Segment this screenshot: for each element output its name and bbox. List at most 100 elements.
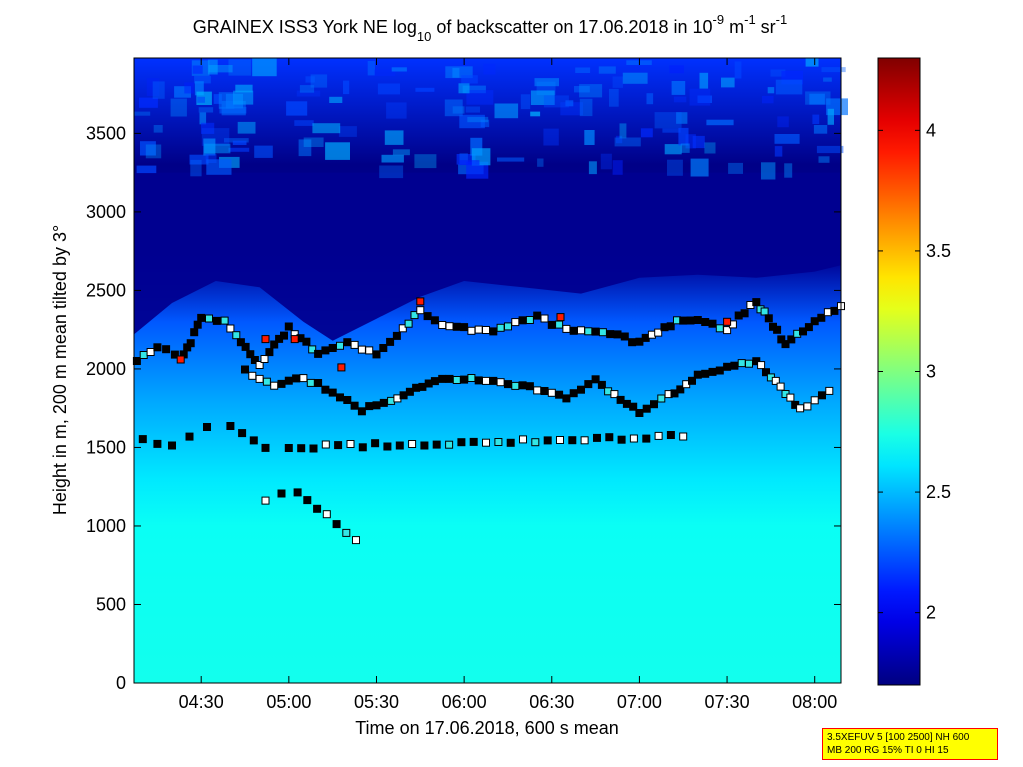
cloud-base-marker	[299, 374, 308, 383]
cloud-base-marker	[518, 316, 527, 325]
texture-patch	[676, 112, 688, 124]
cloud-base-marker	[260, 355, 269, 363]
cloud-base-marker	[569, 389, 578, 398]
texture-patch	[520, 94, 531, 110]
cloud-base-marker	[762, 368, 770, 377]
cloud-base-marker	[314, 379, 323, 387]
cloud-base-marker	[445, 322, 454, 331]
cloud-base-marker	[383, 442, 392, 451]
cloud-base-marker	[715, 366, 724, 375]
texture-patch	[444, 99, 463, 117]
texture-patch	[721, 77, 735, 88]
y-tick-label: 2500	[86, 280, 126, 300]
cloud-base-marker	[577, 326, 585, 335]
texture-patch	[805, 58, 819, 67]
texture-patch	[465, 106, 480, 113]
texture-patch	[192, 65, 203, 74]
cloud-base-marker	[817, 313, 826, 322]
texture-patch	[140, 141, 156, 156]
texture-patch	[689, 88, 711, 106]
texture-patch	[224, 138, 249, 143]
texture-patch	[614, 137, 641, 147]
cloud-base-marker	[293, 488, 302, 497]
texture-patch	[690, 158, 709, 177]
cloud-base-marker	[580, 436, 589, 445]
cloud-base-marker	[771, 376, 780, 385]
texture-patch	[232, 140, 247, 145]
texture-patch	[466, 90, 494, 105]
texture-patch	[462, 85, 486, 94]
texture-patch	[827, 108, 834, 125]
texture-patch	[534, 78, 559, 87]
cloud-base-marker	[261, 496, 270, 505]
texture-patch	[699, 72, 709, 89]
texture-patch	[153, 125, 163, 133]
cloud-base-marker	[255, 361, 264, 369]
texture-patch	[325, 142, 350, 160]
texture-patch	[294, 120, 314, 126]
texture-patch	[588, 161, 597, 175]
cloud-base-marker	[562, 394, 571, 403]
texture-patch	[206, 159, 232, 175]
texture-patch	[818, 156, 830, 163]
cloud-base-marker	[467, 326, 476, 335]
x-tick-label: 05:30	[354, 692, 399, 712]
texture-patch	[823, 77, 832, 82]
cloud-base-marker	[249, 436, 258, 445]
colorbar-tick-label: 3.5	[926, 241, 951, 261]
cloud-base-marker	[610, 390, 619, 399]
texture-patch	[379, 165, 404, 179]
texture-patch	[310, 74, 328, 88]
texture-patch	[622, 72, 648, 84]
cloud-base-marker	[342, 528, 351, 537]
plot-area	[132, 57, 848, 684]
cloud-base-marker	[371, 439, 380, 448]
x-axis-label: Time on 17.06.2018, 600 s mean	[355, 718, 619, 738]
texture-patch	[678, 127, 689, 146]
cloud-base-marker	[153, 343, 162, 352]
cloud-base-marker	[212, 316, 221, 325]
cloud-base-marker	[220, 316, 229, 325]
cloud-base-marker	[810, 396, 819, 405]
cloud-base-marker	[654, 431, 663, 440]
cloud-base-marker	[482, 376, 490, 385]
texture-patch	[761, 162, 776, 180]
cloud-base-marker	[642, 434, 651, 443]
cloud-base-marker	[261, 335, 270, 344]
cloud-base-marker	[139, 351, 148, 359]
cloud-base-marker	[379, 344, 388, 352]
cloud-base-marker	[270, 381, 279, 390]
cloud-base-marker	[777, 335, 786, 344]
cloud-base-marker	[303, 496, 312, 505]
texture-patch	[146, 78, 160, 97]
cloud-base-marker	[352, 536, 360, 545]
texture-patch	[654, 112, 682, 129]
x-tick-label: 05:00	[266, 692, 311, 712]
cloud-base-marker	[238, 429, 247, 438]
cloud-base-marker	[577, 385, 585, 394]
cloud-base-marker	[277, 379, 286, 388]
texture-patch	[600, 153, 612, 170]
texture-patch	[254, 145, 273, 158]
cloud-base-marker	[358, 443, 367, 452]
cloud-base-marker	[810, 317, 819, 326]
processing-info-box: 3.5XEFUV 5 [100 2500] NH 600 MB 200 RG 1…	[822, 728, 998, 760]
texture-patch	[134, 111, 151, 116]
texture-patch	[136, 165, 157, 174]
cloud-base-marker	[518, 381, 527, 390]
cloud-base-marker	[350, 340, 359, 349]
texture-patch	[821, 67, 846, 73]
cloud-base-marker	[328, 388, 337, 397]
texture-patch	[774, 134, 800, 144]
cloud-base-marker	[803, 402, 812, 411]
cloud-base-marker	[693, 370, 702, 379]
cloud-base-marker	[328, 344, 337, 352]
texture-patch	[615, 135, 623, 144]
cloud-base-marker	[494, 438, 503, 446]
cloud-base-marker	[185, 432, 194, 441]
texture-patch	[697, 95, 712, 103]
cloud-base-marker	[715, 324, 724, 333]
cloud-base-marker	[336, 341, 344, 350]
texture-patch	[391, 67, 407, 72]
texture-patch	[194, 75, 211, 84]
